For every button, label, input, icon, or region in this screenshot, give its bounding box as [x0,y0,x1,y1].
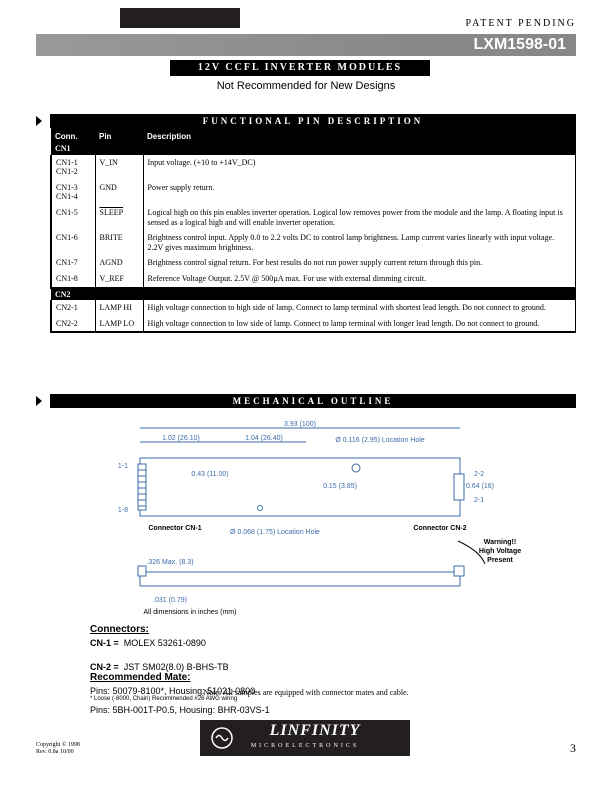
svg-text:1-8: 1-8 [118,507,128,514]
part-banner: LXM1598-01 [36,34,576,56]
mechanical-outline: 3.93 (100) 1.02 (26.10) 1.04 (26.40) Ø 0… [80,416,540,616]
svg-text:Ø 0.116 (2.95) Location Hole: Ø 0.116 (2.95) Location Hole [335,437,424,444]
patent-pending: PATENT PENDING [465,18,576,29]
pin-desc: Input voltage. (+10 to +14V_DC) [143,155,576,180]
cn1-value: MOLEX 53261-0890 [124,638,206,648]
svg-text:1.04 (26.40): 1.04 (26.40) [245,435,283,442]
svg-text:Warning!!: Warning!! [484,539,516,546]
svg-text:0.15 (3.85): 0.15 (3.85) [323,483,357,490]
pin-name: LAMP HI [95,300,143,316]
cn1-label: CN-1 = [90,638,119,648]
cn2-mate: Pins: 5BH-001T-P0.5, Housing: BHR-03VS-1 [90,705,350,715]
th-desc: Description [143,129,576,143]
svg-text:Present: Present [487,557,513,564]
pin-desc: High voltage connection to low side of l… [143,316,576,333]
pin-name: BRITE [95,230,143,255]
svg-text:0.43 (11.00): 0.43 (11.00) [191,471,228,478]
pin-desc: Brightness control signal return. For be… [143,255,576,271]
pin-conn: CN1-1CN1-2 [51,155,95,180]
section-functional-pin: FUNCTIONAL PIN DESCRIPTION [50,114,576,128]
pin-conn: CN2-2 [51,316,95,333]
cn2-label: CN-2 = [90,662,119,672]
pin-name: V_REF [95,271,143,288]
svg-text:1-1: 1-1 [118,463,128,470]
pin-desc: Logical high on this pin enables inverte… [143,205,576,230]
svg-text:Connector CN-1: Connector CN-1 [148,525,201,532]
pin-name: V_IN [95,155,143,180]
svg-text:High Voltage: High Voltage [479,548,521,555]
pin-name: LAMP LO [95,316,143,333]
cn2-value: JST SM02(8.0) B-BHS-TB [124,662,229,672]
svg-text:2-2: 2-2 [474,471,484,478]
pin-name: SLEEP [95,205,143,230]
section-arrow-icon [36,116,42,126]
svg-text:Ø 0.068 (1.75) Location Hole: Ø 0.068 (1.75) Location Hole [230,529,320,536]
section-mechanical: MECHANICAL OUTLINE [50,394,576,408]
svg-text:All dimensions in inches (mm): All dimensions in inches (mm) [144,609,237,616]
subtitle: Not Recommended for New Designs [0,80,612,92]
pin-conn: CN1-5 [51,205,95,230]
pin-desc: Power supply return. [143,180,576,205]
group-cn1: CN1 [51,143,576,155]
svg-text:Connector CN-2: Connector CN-2 [413,525,466,532]
th-pin: Pin [95,129,143,143]
section-arrow-icon [36,396,42,406]
svg-text:.031 (0.79): .031 (0.79) [153,597,187,604]
samples-note: Note: All samples are equipped with conn… [0,688,612,697]
pin-conn: CN1-6 [51,230,95,255]
pin-table: Conn. Pin Description CN1 CN1-1CN1-2V_IN… [50,128,576,333]
title-bar: 12V CCFL INVERTER MODULES [170,60,430,76]
th-conn: Conn. [51,129,95,143]
linfinity-logo: LINFINITY MICROELECTRONICS [200,720,410,756]
part-number: LXM1598-01 [474,36,567,54]
pin-desc: Reference Voltage Output. 2.5V @ 500µA m… [143,271,576,288]
copyright-line1: Copyright © 1998 [36,742,80,749]
copyright: Copyright © 1998 Rev. 0.8a 10/00 [36,742,80,756]
pin-desc: Brightness control input. Apply 0.0 to 2… [143,230,576,255]
pin-name: GND [95,180,143,205]
svg-text:2-1: 2-1 [474,497,484,504]
svg-text:.326 Max. (8.3): .326 Max. (8.3) [146,559,193,566]
pin-conn: CN2-1 [51,300,95,316]
group-cn2: CN2 [51,288,576,301]
copyright-line2: Rev. 0.8a 10/00 [36,749,80,756]
connectors-block: Connectors: CN-1 = MOLEX 53261-0890 CN-2… [90,624,572,715]
pin-conn: CN1-3CN1-4 [51,180,95,205]
pin-name: AGND [95,255,143,271]
svg-text:0.64 (16): 0.64 (16) [466,483,494,490]
top-accent [120,8,240,28]
connectors-heading: Connectors: [90,624,320,635]
pin-conn: CN1-7 [51,255,95,271]
svg-text:1.02 (26.10): 1.02 (26.10) [162,435,200,442]
page-number: 3 [570,741,576,756]
pin-desc: High voltage connection to high side of … [143,300,576,316]
pin-conn: CN1-8 [51,271,95,288]
svg-text:3.93 (100): 3.93 (100) [284,421,316,428]
mate-heading: Recommended Mate: [90,672,350,683]
